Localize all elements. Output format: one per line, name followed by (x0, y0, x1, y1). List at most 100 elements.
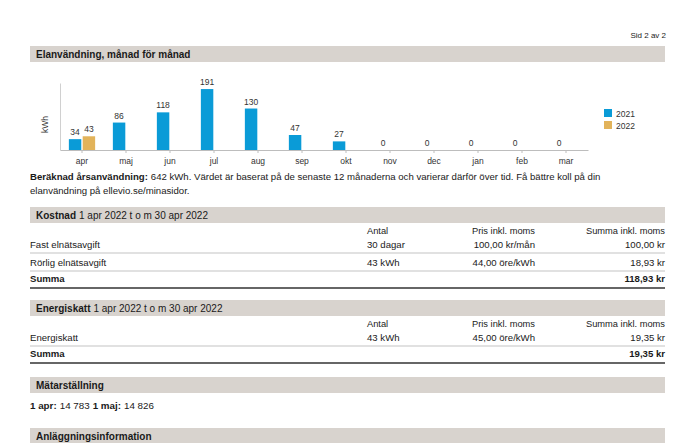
cell: 100,00 kr/mån (474, 239, 535, 250)
bar (245, 109, 257, 150)
x-tick-label: mar (559, 156, 574, 166)
y-axis-title: kWh (40, 116, 50, 133)
section-header-bar (30, 377, 665, 393)
x-tick-mark (214, 150, 215, 153)
cell: 45,00 öre/kWh (473, 332, 535, 343)
x-tick-mark (522, 150, 523, 153)
rule (30, 346, 665, 347)
column-header: Summa inkl. moms (586, 319, 665, 329)
rule (30, 362, 665, 363)
column-header: Pris inkl. moms (472, 319, 535, 329)
section-header: Elanvändning, månad för månad (36, 49, 190, 60)
x-tick-mark (258, 150, 259, 153)
bar (465, 150, 477, 151)
x-tick-mark (302, 150, 303, 153)
x-tick: jun (163, 150, 176, 166)
x-axis-line (61, 150, 589, 151)
row-label: Fast elnätsavgift (30, 239, 100, 250)
cell: 43 kWh (367, 332, 400, 343)
annual-note: Beräknad årsanvändning:642 kWh. Värdet ä… (30, 171, 600, 182)
section-header-bar (30, 207, 665, 223)
legend-label: 2022 (616, 121, 635, 131)
x-tick-label: apr (76, 156, 88, 166)
text-part: 1 apr 2022 t o m 30 apr 2022 (79, 210, 208, 221)
cell: 30 dagar (367, 239, 406, 250)
legend-label: 2021 (616, 109, 635, 119)
bar (421, 150, 433, 151)
x-tick-mark (390, 150, 391, 153)
text-part: 642 kWh. Värdet är baserat på de senaste… (151, 171, 601, 182)
bar (157, 112, 169, 150)
row-label: Rörlig elnätsavgift (30, 257, 107, 268)
x-tick-mark (82, 150, 83, 153)
section-header: Kostnad1 apr 2022 t o m 30 apr 2022 (36, 210, 208, 221)
bar (333, 141, 345, 150)
total-label: Summa (30, 348, 65, 359)
x-tick-label: nov (383, 156, 397, 166)
x-tick: mar (559, 150, 574, 166)
reading-value: 14 783 (60, 400, 91, 411)
rule (30, 271, 665, 272)
text-part: Elanvändning, månad för månad (36, 49, 190, 60)
text-part: Mätarställning (36, 380, 104, 391)
section-header-bar (30, 428, 665, 443)
data-label: 34 (70, 127, 80, 137)
text-part: Kostnad (36, 210, 76, 221)
section-header: Energiskatt1 apr 2022 t o m 30 apr 2022 (36, 303, 223, 314)
x-tick-label: dec (427, 156, 441, 166)
data-label: 130 (244, 97, 258, 107)
x-tick: nov (383, 150, 397, 166)
column-header: Antal (367, 226, 388, 236)
data-labels: 348611819113047270000043 (70, 77, 561, 148)
bar (201, 89, 213, 150)
x-tick-mark (170, 150, 171, 153)
column-header: Pris inkl. moms (472, 226, 535, 236)
legend-swatch (604, 109, 612, 117)
x-axis: aprmajjunjulaugsepoktnovdecjanfebmar (61, 150, 589, 166)
total-label: Summa (30, 273, 65, 284)
reading-value: 14 826 (124, 400, 155, 411)
cell: 18,93 kr (630, 257, 665, 268)
x-tick: dec (427, 150, 441, 166)
section-header: Anläggningsinformation (36, 431, 152, 442)
x-tick-mark (346, 150, 347, 153)
data-label: 27 (334, 129, 344, 139)
page: Sid 2 av 2 Elanvändning, månad för månad 3… (0, 0, 700, 443)
x-tick-label: sep (295, 156, 309, 166)
data-label: 0 (513, 138, 518, 148)
data-label: 191 (200, 77, 214, 87)
x-tick-label: maj (119, 156, 133, 166)
data-label: 86 (114, 111, 124, 121)
data-label: 118 (156, 100, 170, 110)
data-label: 47 (290, 123, 300, 133)
data-label: 0 (557, 138, 562, 148)
x-tick: feb (516, 150, 528, 166)
total-value: 118,93 kr (624, 273, 665, 284)
x-tick-label: okt (340, 156, 352, 166)
meter-readings: 1 apr:14 7831 maj:14 826 (30, 400, 155, 411)
y-axis (60, 84, 61, 151)
text-part: Beräknad årsanvändning: (30, 171, 148, 182)
page-label: Sid 2 av 2 (630, 31, 666, 40)
x-tick: jul (209, 150, 219, 166)
bar (289, 135, 301, 150)
x-tick-mark (434, 150, 435, 153)
data-label: 0 (381, 138, 386, 148)
text-part: 1 apr 2022 t o m 30 apr 2022 (93, 303, 222, 314)
section-header-bar (30, 46, 665, 62)
x-tick-mark (126, 150, 127, 153)
legend: 2021 2022 (604, 109, 635, 131)
data-label: 0 (469, 138, 474, 148)
bars (69, 89, 345, 150)
reading-label: 1 maj: (93, 400, 121, 411)
cell: 43 kWh (367, 257, 400, 268)
legend-swatch (604, 121, 612, 129)
bar (509, 150, 521, 151)
bar (83, 136, 95, 150)
data-label: 0 (425, 138, 430, 148)
x-tick: apr (76, 150, 88, 166)
section-header-bar (30, 300, 665, 316)
x-tick: maj (119, 150, 133, 166)
x-tick-label: feb (516, 156, 528, 166)
x-tick-label: jun (163, 156, 176, 166)
